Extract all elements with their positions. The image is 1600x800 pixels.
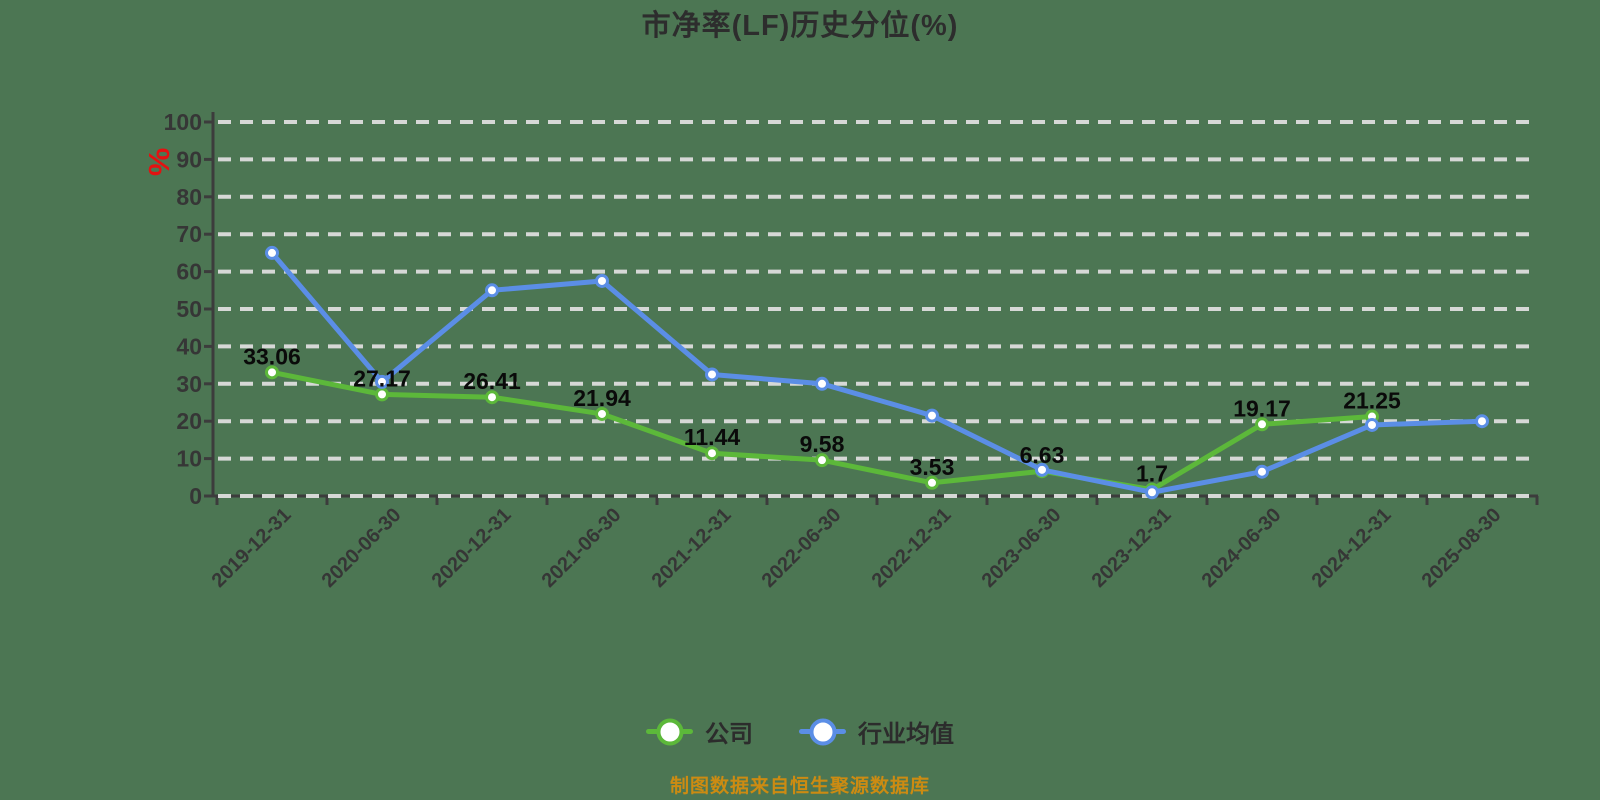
data-label-company: 6.63 <box>1020 442 1065 468</box>
x-tick-label: 2022-12-31 <box>868 504 956 592</box>
data-point-industry <box>485 283 499 298</box>
data-label-company: 26.41 <box>463 368 521 394</box>
legend-marker-company-icon <box>646 718 693 745</box>
x-tick-label: 2024-12-31 <box>1308 504 1396 592</box>
legend-dot-industry-icon <box>809 718 836 745</box>
legend: 公司 行业均值 <box>0 714 1600 749</box>
x-tick-label: 2019-12-31 <box>208 504 296 592</box>
y-tick-label: 40 <box>176 333 202 359</box>
legend-label-industry: 行业均值 <box>858 721 954 748</box>
data-label-company: 19.17 <box>1233 395 1291 421</box>
data-point-industry <box>1475 414 1489 429</box>
legend-item-industry[interactable]: 行业均值 <box>799 714 954 749</box>
data-point-company <box>705 446 719 461</box>
data-point-industry <box>1035 462 1049 477</box>
x-tick-label: 2021-06-30 <box>538 504 626 592</box>
series-line-industry <box>269 250 1485 495</box>
y-tick-label: 0 <box>189 483 202 509</box>
data-point-company <box>265 365 279 380</box>
x-tick-label: 2021-12-31 <box>648 504 736 592</box>
data-label-company: 3.53 <box>910 454 955 480</box>
data-label-company: 1.7 <box>1136 461 1168 487</box>
x-tick-label: 2025-08-30 <box>1418 504 1506 592</box>
legend-label-company: 公司 <box>705 721 753 748</box>
data-point-industry <box>1255 464 1269 479</box>
y-tick-label: 70 <box>176 221 202 247</box>
x-tick-label: 2020-12-31 <box>428 504 516 592</box>
data-label-company: 21.94 <box>573 385 631 411</box>
legend-dot-company-icon <box>656 718 683 745</box>
legend-marker-industry-icon <box>799 718 846 745</box>
data-point-company <box>1255 417 1269 432</box>
chart-title: 市净率(LF)历史分位(%) <box>641 10 959 42</box>
y-tick-label: 10 <box>176 446 202 472</box>
y-tick-label: 60 <box>176 259 202 285</box>
data-label-company: 11.44 <box>684 424 740 450</box>
data-label-company: 33.06 <box>243 343 301 369</box>
data-point-industry <box>815 376 829 391</box>
y-tick-label: 80 <box>176 184 202 210</box>
data-point-company <box>925 475 939 490</box>
y-tick-label: 20 <box>176 408 202 434</box>
data-point-industry <box>925 408 939 423</box>
data-point-company <box>485 390 499 405</box>
y-tick-label: 90 <box>176 146 202 172</box>
data-source-note: 制图数据来自恒生聚源数据库 <box>669 776 930 797</box>
y-tick-label: 50 <box>176 296 202 322</box>
x-tick-label: 2022-06-30 <box>758 504 846 592</box>
data-point-industry <box>375 374 389 389</box>
y-tick-label: 100 <box>164 109 202 135</box>
data-point-industry <box>1145 485 1159 500</box>
data-label-company: 21.25 <box>1343 388 1401 414</box>
data-point-company <box>815 453 829 468</box>
data-point-industry <box>595 273 609 288</box>
x-tick-label: 2023-12-31 <box>1088 504 1176 592</box>
data-label-company: 9.58 <box>800 431 845 457</box>
x-tick-label: 2023-06-30 <box>978 504 1066 592</box>
legend-item-company[interactable]: 公司 <box>646 714 753 749</box>
data-point-company <box>595 406 609 421</box>
data-point-industry <box>265 245 279 260</box>
data-point-industry <box>705 367 719 382</box>
x-tick-label: 2020-06-30 <box>318 504 406 592</box>
data-point-industry <box>1365 417 1379 432</box>
data-label-company: 27.17 <box>353 365 411 391</box>
y-tick-label: 30 <box>176 371 202 397</box>
x-tick-label: 2024-06-30 <box>1198 504 1286 592</box>
